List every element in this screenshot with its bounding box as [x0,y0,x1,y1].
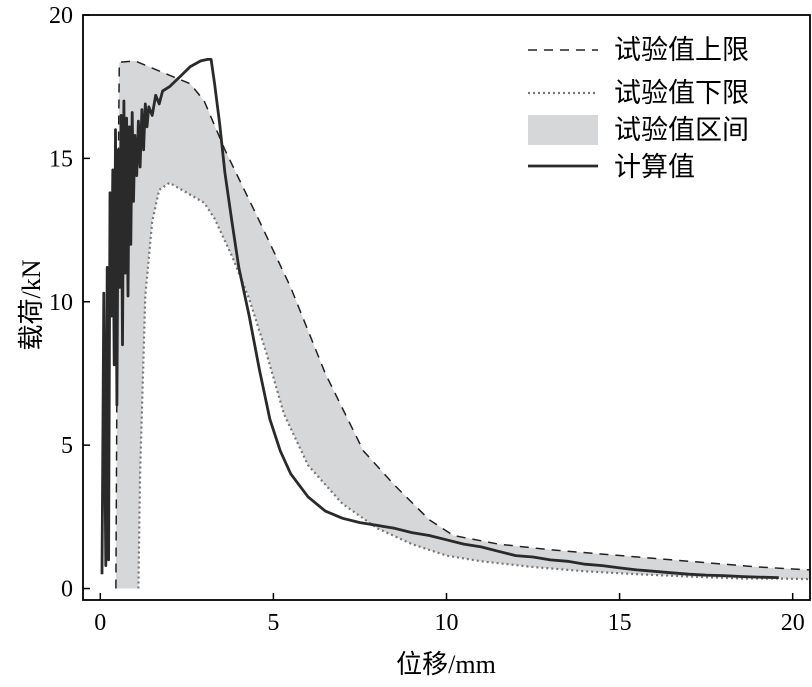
y-tick-label: 10 [49,290,73,316]
legend: 试验值上限 试验值下限 试验值区间 计算值 [528,35,749,182]
x-tick-label: 20 [781,610,805,636]
y-tick-label: 0 [61,577,73,603]
x-axis-title: 位移/mm [396,650,496,679]
test-lower-limit-line [137,181,811,589]
test-range-band [115,60,810,589]
legend-label-upper: 试验值上限 [614,35,749,65]
plot-area [100,58,811,589]
x-tick-label: 0 [94,610,106,636]
x-axis-ticks: 0 5 10 15 20 [94,593,805,636]
y-tick-label: 15 [49,146,73,172]
legend-swatch-band [528,115,598,145]
x-tick-label: 10 [435,610,459,636]
y-axis-ticks: 0 5 10 15 20 [49,3,90,603]
x-tick-label: 15 [608,610,632,636]
y-tick-label: 20 [49,3,73,29]
y-axis-title: 载荷/kN [17,259,46,350]
y-tick-label: 5 [61,433,73,459]
legend-label-calc: 计算值 [614,152,695,182]
x-tick-label: 5 [267,610,279,636]
legend-label-lower: 试验值下限 [614,78,749,108]
test-upper-limit-line [115,60,811,589]
legend-label-band: 试验值区间 [614,115,749,145]
calculated-value-line [100,58,779,579]
